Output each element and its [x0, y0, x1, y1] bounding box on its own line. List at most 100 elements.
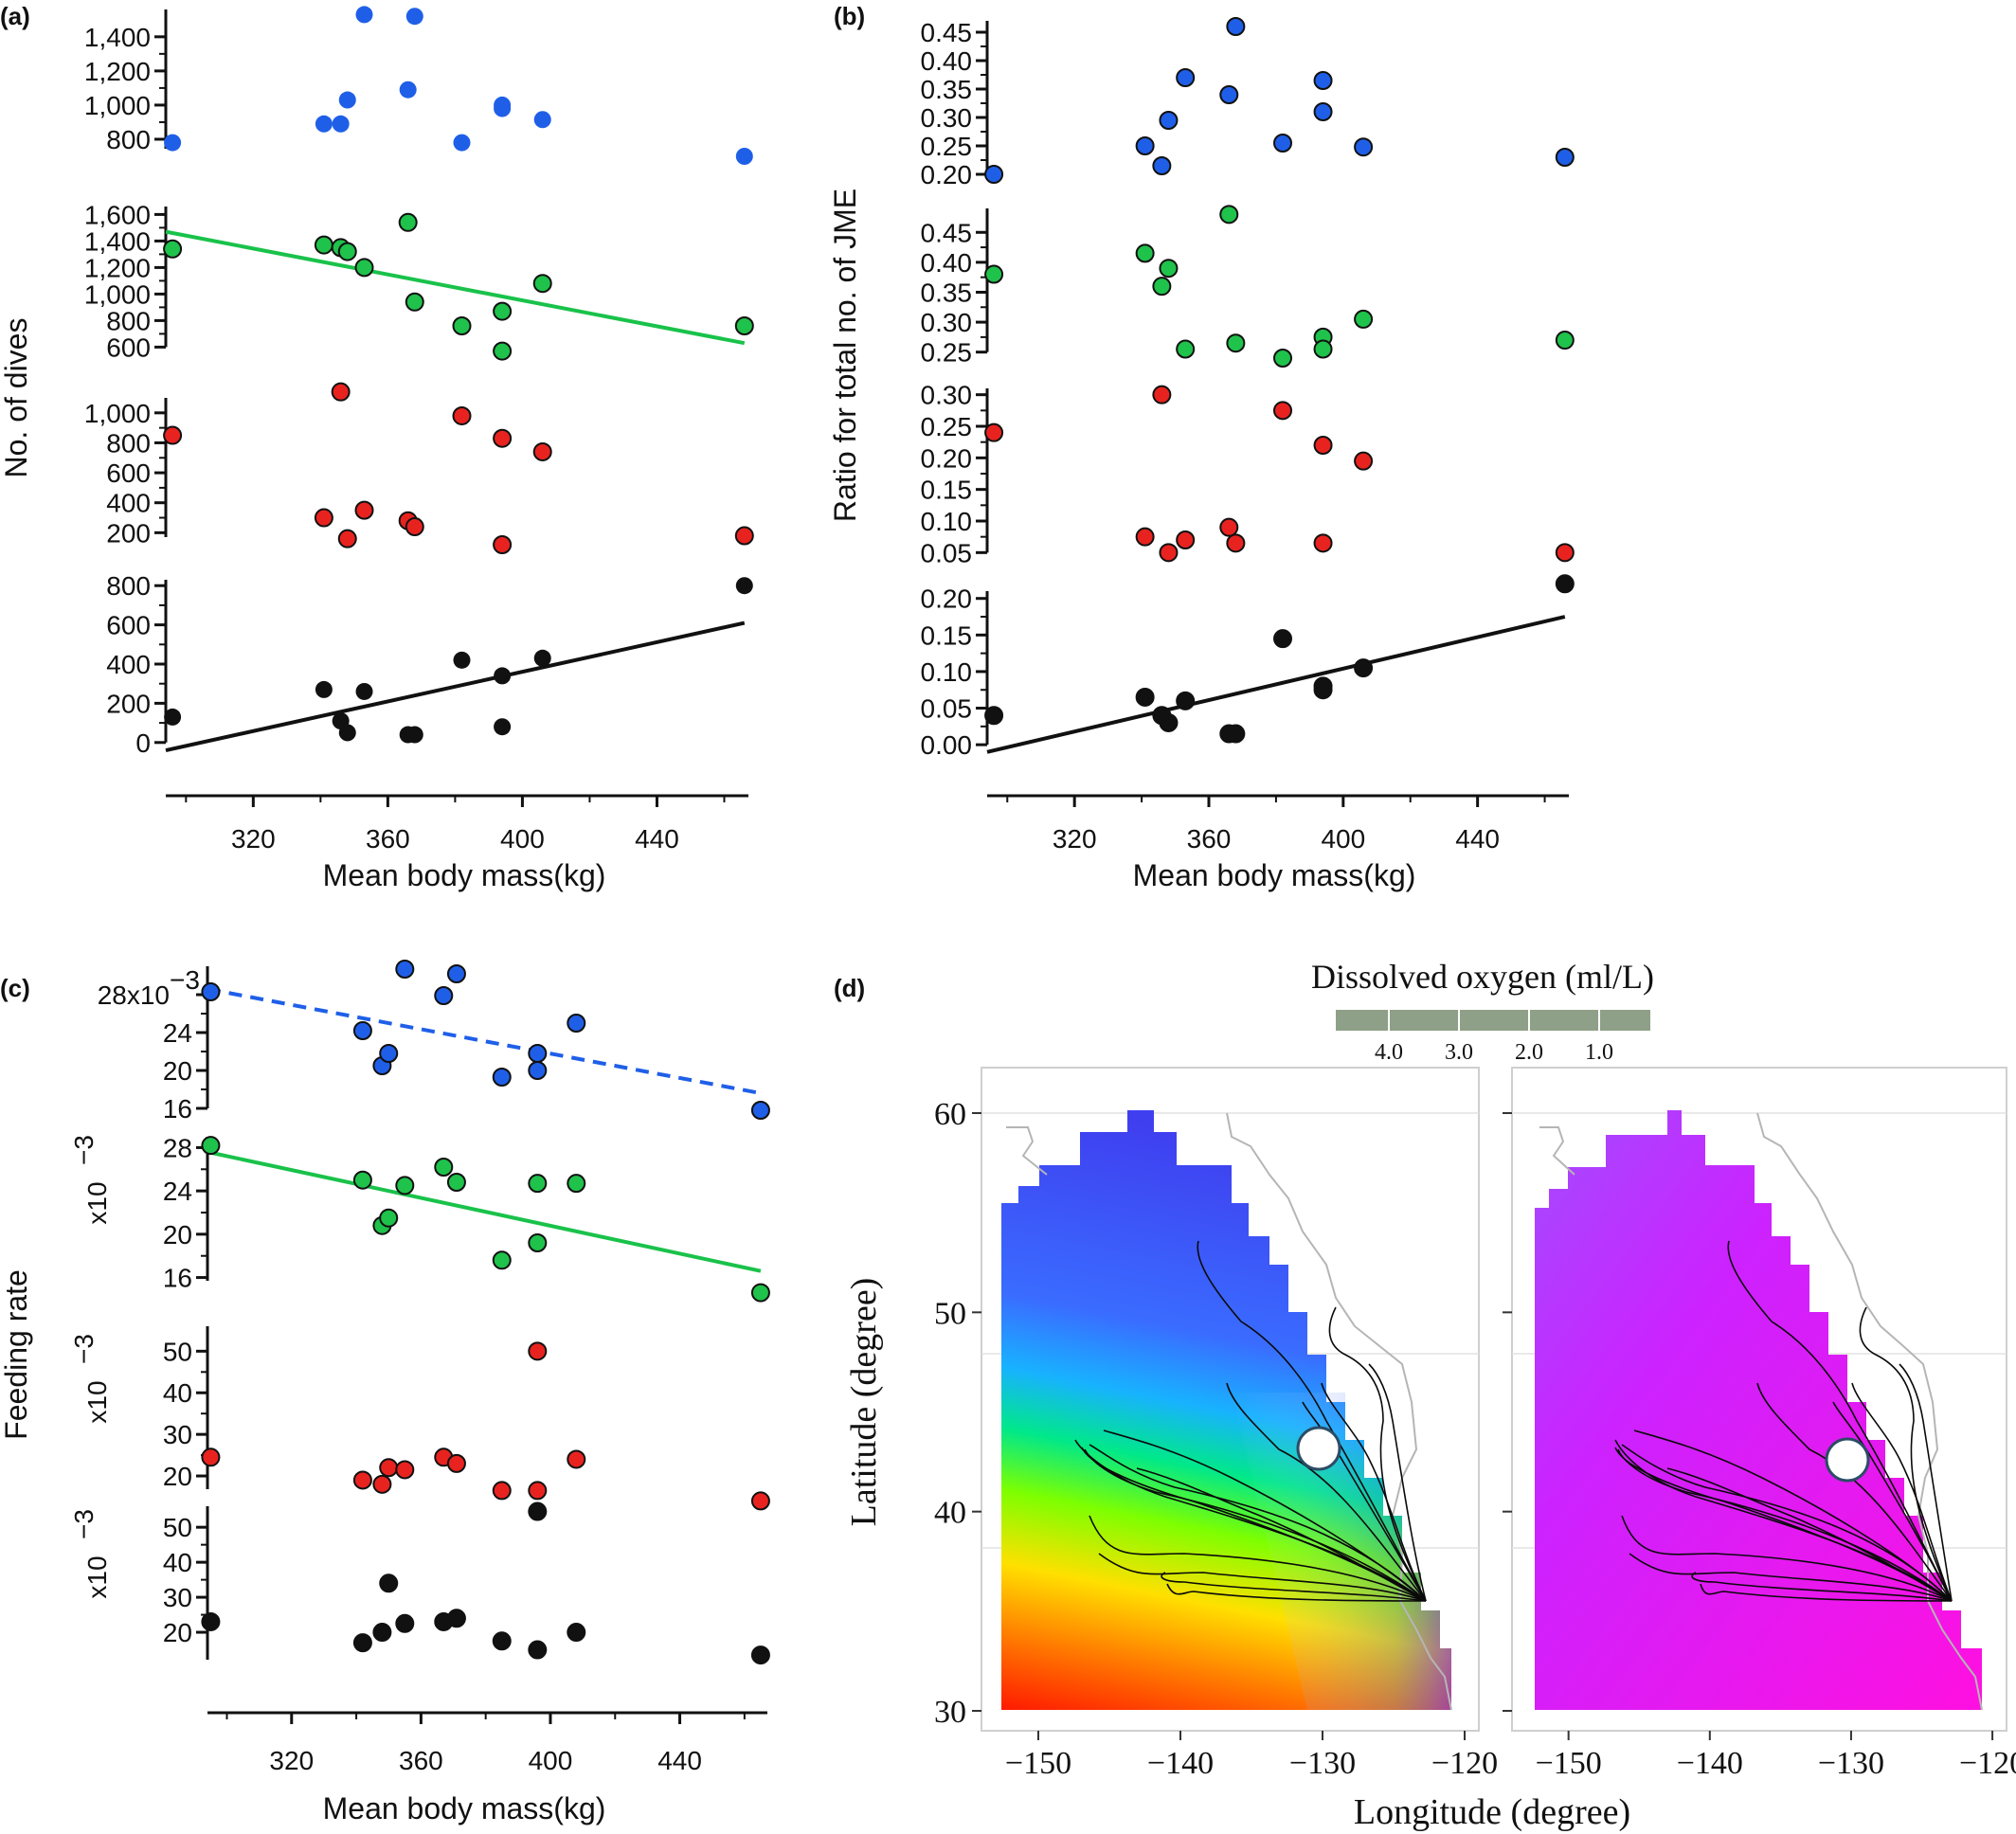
- x-tick-label: 400: [1321, 824, 1365, 854]
- data-point-blue: [1135, 136, 1155, 155]
- data-point-red: [1152, 385, 1172, 405]
- data-point-blue: [338, 91, 356, 109]
- y-tick-label: 600: [106, 458, 151, 488]
- map-right: [1511, 1067, 2007, 1732]
- y-tick-label: 40: [163, 1378, 192, 1408]
- y-tick-label: 28: [163, 1133, 192, 1162]
- y-tick-label: 0.30: [921, 103, 973, 133]
- data-point-blue: [315, 115, 333, 133]
- colorbar-tick-label: 2.0: [1515, 1040, 1543, 1065]
- data-point-black: [567, 1623, 586, 1643]
- y-tick-label: 1,200: [84, 253, 151, 282]
- colorbar-tick-label: 4.0: [1375, 1040, 1403, 1065]
- data-point-red: [567, 1449, 586, 1469]
- y-scale-label: x10 −3: [69, 1509, 112, 1599]
- y-tick-label: 0.20: [921, 160, 973, 189]
- y-tick-label: 0.30: [921, 308, 973, 337]
- y-tick-label: 0.35: [921, 75, 973, 104]
- colorbar-title: Dissolved oxygen (ml/L): [1311, 958, 1654, 996]
- data-point-blue: [1176, 68, 1196, 87]
- data-point-red: [201, 1447, 221, 1467]
- data-point-green: [201, 1136, 221, 1156]
- data-point-green: [1313, 339, 1333, 359]
- data-point-red: [1219, 517, 1239, 537]
- data-point-green: [734, 316, 754, 335]
- data-point-green: [452, 316, 472, 335]
- y-tick-label: 400: [106, 650, 151, 679]
- data-point-red: [493, 535, 513, 554]
- data-point-blue: [434, 986, 454, 1005]
- data-point-black: [528, 1501, 548, 1521]
- data-point-green: [395, 1176, 415, 1196]
- panel-a-label: (a): [0, 2, 30, 30]
- data-point-red: [446, 1453, 466, 1473]
- y-tick-label: 16: [163, 1094, 192, 1124]
- map-y-tick-label: 50: [934, 1296, 966, 1331]
- y-tick-label: 0.05: [921, 538, 973, 567]
- y-tick-label: 0.25: [921, 338, 973, 368]
- data-point-blue: [379, 1044, 399, 1063]
- data-point-red: [1555, 543, 1575, 563]
- panel-c-label: (c): [0, 974, 30, 1002]
- y-tick-label: 0.15: [921, 476, 973, 505]
- data-point-blue: [446, 964, 466, 983]
- data-point-black: [201, 1611, 221, 1631]
- data-point-blue: [1555, 148, 1575, 167]
- data-point-green: [314, 235, 333, 255]
- y-tick-label: 0.25: [921, 132, 973, 161]
- panel-b: (b) 320 360 400 4400.200.250.300.350.400.45…: [828, 2, 1575, 892]
- data-point-red: [1313, 533, 1333, 553]
- y-tick-label: 28x10: [98, 980, 170, 1010]
- y-tick-label: 50: [163, 1513, 192, 1542]
- data-point-green: [493, 341, 513, 361]
- x-tick-label: 320: [269, 1746, 314, 1775]
- data-point-red: [337, 529, 357, 548]
- map-x-tick-label: −130: [1818, 1746, 1884, 1781]
- y-tick-label: 600: [106, 333, 151, 362]
- map-x-tick-label: −130: [1289, 1746, 1356, 1781]
- y-tick-label: 0.20: [921, 584, 973, 614]
- panel-c: (c) 320 360 400 44016202428x10−316202428x10…: [0, 960, 770, 1825]
- data-point-blue: [399, 81, 417, 99]
- data-point-blue: [332, 115, 350, 133]
- y-scale-base: x10: [82, 1181, 112, 1224]
- fit-line: [207, 1150, 762, 1273]
- y-tick-label: 1,600: [84, 200, 151, 229]
- y-tick-label: 0.45: [921, 18, 973, 47]
- y-tick-label: 0.10: [921, 507, 973, 536]
- data-point-red: [405, 517, 424, 537]
- data-point-blue: [352, 1021, 372, 1040]
- data-point-black: [984, 706, 1004, 726]
- y-tick-label: 20: [163, 1462, 192, 1491]
- data-point-green: [1152, 277, 1172, 297]
- map-x-tick-label: −140: [1147, 1746, 1214, 1781]
- panel-b-xlabel: Mean body mass(kg): [1133, 858, 1416, 892]
- map-x-tick-label: −150: [1005, 1746, 1071, 1781]
- data-point-blue: [355, 6, 373, 24]
- data-point-green: [528, 1174, 548, 1194]
- y-tick-label: 0.10: [921, 657, 973, 687]
- data-point-red: [163, 425, 183, 445]
- data-point-red: [1176, 530, 1196, 549]
- y-tick-label: 0: [135, 728, 151, 758]
- data-point-black: [533, 649, 551, 667]
- y-tick-label: 200: [106, 689, 151, 718]
- data-point-red: [352, 1470, 372, 1490]
- y-tick-label: 0.40: [921, 46, 973, 76]
- data-point-black: [395, 1613, 415, 1633]
- y-scale-base: x10: [82, 1380, 112, 1423]
- data-point-green: [567, 1174, 586, 1194]
- data-point-green: [493, 301, 513, 321]
- map-left-coastline: [1006, 1112, 1452, 1711]
- map-left-tracks: [1074, 1240, 1427, 1602]
- data-point-black: [453, 651, 471, 669]
- data-point-blue: [984, 165, 1004, 184]
- data-point-red: [1354, 451, 1374, 471]
- data-point-black: [750, 1645, 770, 1665]
- data-point-green: [434, 1158, 454, 1177]
- data-point-green: [398, 212, 418, 232]
- y-tick-label: 1,200: [84, 57, 151, 86]
- data-point-black: [338, 724, 356, 742]
- data-point-green: [1354, 309, 1374, 329]
